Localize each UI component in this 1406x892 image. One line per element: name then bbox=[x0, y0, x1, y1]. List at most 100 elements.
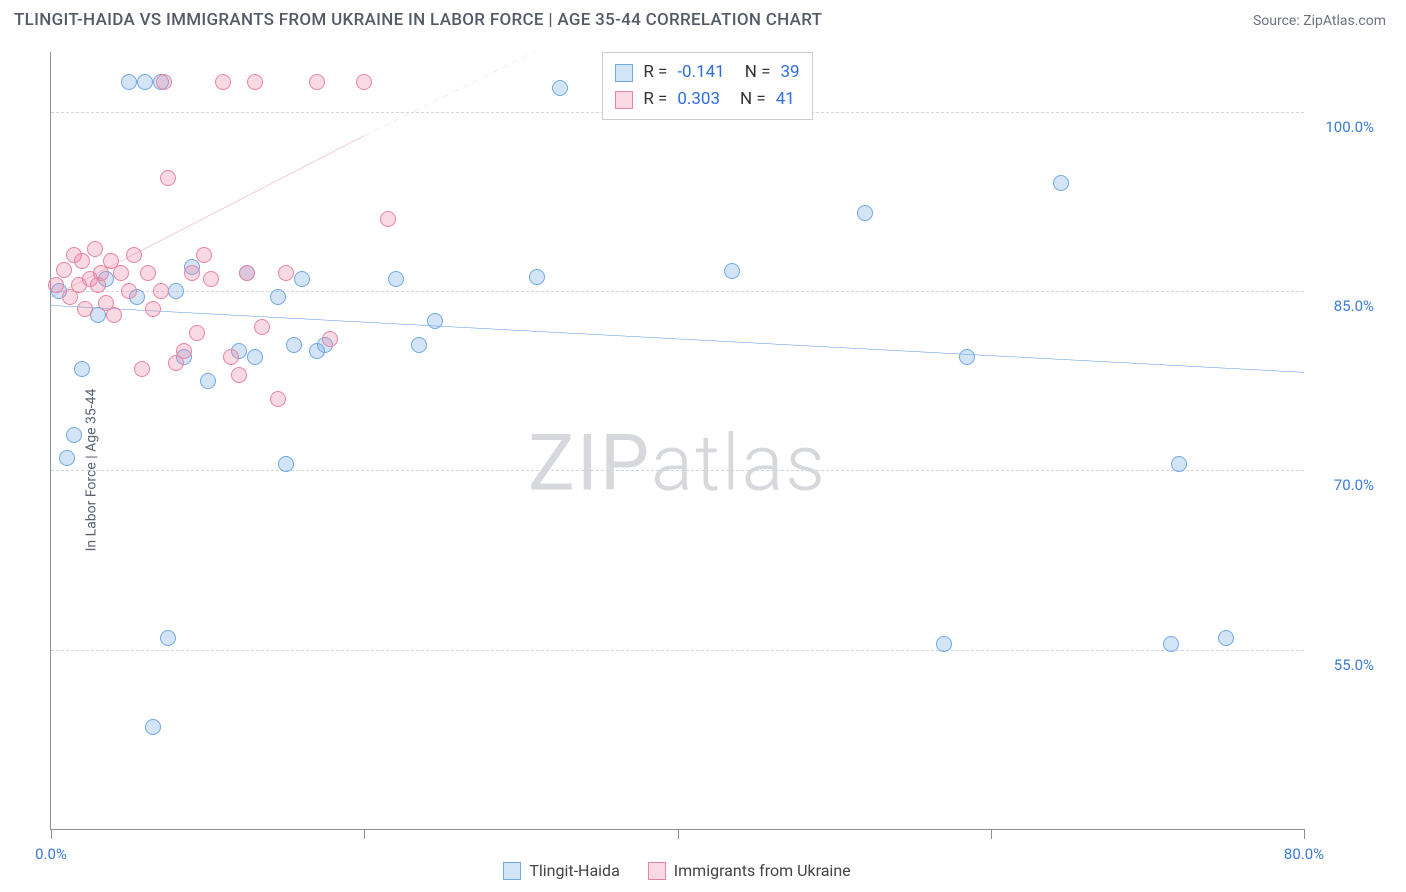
x-tick bbox=[991, 829, 992, 839]
x-tick bbox=[678, 829, 679, 839]
scatter-marker bbox=[87, 241, 103, 257]
trend-layer bbox=[51, 52, 1304, 829]
gridline-h bbox=[51, 470, 1304, 471]
stats-swatch bbox=[615, 91, 633, 109]
scatter-marker bbox=[959, 349, 975, 365]
scatter-marker bbox=[145, 719, 161, 735]
trend-line bbox=[51, 305, 1304, 372]
y-tick-label: 100.0% bbox=[1325, 118, 1374, 136]
trend-line bbox=[364, 52, 583, 136]
scatter-marker bbox=[936, 636, 952, 652]
scatter-marker bbox=[427, 313, 443, 329]
x-tick bbox=[51, 829, 52, 839]
scatter-marker bbox=[113, 265, 129, 281]
scatter-marker bbox=[286, 337, 302, 353]
stats-n-value: 41 bbox=[776, 86, 795, 113]
scatter-marker bbox=[215, 74, 231, 90]
scatter-marker bbox=[380, 211, 396, 227]
x-tick bbox=[364, 829, 365, 839]
scatter-marker bbox=[200, 373, 216, 389]
scatter-marker bbox=[196, 247, 212, 263]
chart-source: Source: ZipAtlas.com bbox=[1253, 13, 1386, 29]
scatter-marker bbox=[160, 630, 176, 646]
scatter-marker bbox=[48, 277, 64, 293]
scatter-marker bbox=[168, 283, 184, 299]
legend-item: Immigrants from Ukraine bbox=[648, 861, 851, 880]
scatter-marker bbox=[1053, 175, 1069, 191]
plot-area: ZIPatlas 55.0%70.0%85.0%100.0%0.0%80.0%R… bbox=[50, 52, 1304, 830]
scatter-marker bbox=[278, 265, 294, 281]
stats-n-label: N = bbox=[745, 59, 771, 86]
scatter-marker bbox=[724, 263, 740, 279]
x-tick bbox=[1304, 829, 1305, 839]
stats-n-label: N = bbox=[740, 86, 766, 113]
scatter-marker bbox=[137, 74, 153, 90]
scatter-marker bbox=[231, 367, 247, 383]
scatter-marker bbox=[1171, 456, 1187, 472]
scatter-marker bbox=[121, 74, 137, 90]
source-label: Source: bbox=[1253, 13, 1303, 29]
watermark: ZIPatlas bbox=[528, 418, 827, 509]
scatter-marker bbox=[388, 271, 404, 287]
scatter-marker bbox=[176, 343, 192, 359]
legend-swatch bbox=[503, 862, 521, 880]
stats-row: R =0.303N =41 bbox=[615, 86, 799, 113]
watermark-atlas: atlas bbox=[651, 418, 827, 509]
scatter-marker bbox=[552, 80, 568, 96]
scatter-marker bbox=[160, 170, 176, 186]
scatter-marker bbox=[294, 271, 310, 287]
scatter-marker bbox=[1218, 630, 1234, 646]
y-tick-label: 85.0% bbox=[1334, 297, 1374, 315]
scatter-marker bbox=[156, 74, 172, 90]
scatter-marker bbox=[309, 74, 325, 90]
source-value: ZipAtlas.com bbox=[1303, 13, 1386, 29]
chart-title: TLINGIT-HAIDA VS IMMIGRANTS FROM UKRAINE… bbox=[14, 10, 822, 30]
chart-container: In Labor Force | Age 35-44 ZIPatlas 55.0… bbox=[14, 48, 1392, 892]
scatter-marker bbox=[322, 331, 338, 347]
scatter-marker bbox=[140, 265, 156, 281]
chart-header: TLINGIT-HAIDA VS IMMIGRANTS FROM UKRAINE… bbox=[0, 0, 1406, 38]
scatter-marker bbox=[270, 391, 286, 407]
scatter-marker bbox=[270, 289, 286, 305]
scatter-marker bbox=[74, 253, 90, 269]
stats-swatch bbox=[615, 64, 633, 82]
scatter-marker bbox=[145, 301, 161, 317]
scatter-marker bbox=[254, 319, 270, 335]
scatter-marker bbox=[74, 361, 90, 377]
legend-item: Tlingit-Haida bbox=[503, 861, 619, 880]
stats-n-value: 39 bbox=[780, 59, 799, 86]
scatter-marker bbox=[134, 361, 150, 377]
y-tick-label: 70.0% bbox=[1334, 476, 1374, 494]
scatter-marker bbox=[106, 307, 122, 323]
stats-r-label: R = bbox=[643, 59, 667, 86]
scatter-marker bbox=[247, 74, 263, 90]
stats-r-value: -0.141 bbox=[677, 59, 724, 86]
y-tick-label: 55.0% bbox=[1334, 656, 1374, 674]
scatter-marker bbox=[529, 269, 545, 285]
scatter-marker bbox=[223, 349, 239, 365]
scatter-marker bbox=[56, 262, 72, 278]
legend-label: Tlingit-Haida bbox=[529, 861, 619, 880]
bottom-legend: Tlingit-Haida Immigrants from Ukraine bbox=[50, 861, 1304, 880]
scatter-marker bbox=[239, 265, 255, 281]
scatter-marker bbox=[66, 427, 82, 443]
scatter-marker bbox=[1163, 636, 1179, 652]
legend-swatch bbox=[648, 862, 666, 880]
stats-r-label: R = bbox=[643, 86, 667, 113]
stats-box: R =-0.141N =39R =0.303N =41 bbox=[602, 52, 812, 120]
scatter-marker bbox=[247, 349, 263, 365]
scatter-marker bbox=[356, 74, 372, 90]
scatter-marker bbox=[126, 247, 142, 263]
scatter-marker bbox=[184, 265, 200, 281]
scatter-marker bbox=[411, 337, 427, 353]
stats-row: R = -0.141 N = 39 bbox=[615, 59, 799, 86]
watermark-zip: ZIP bbox=[528, 418, 651, 509]
scatter-marker bbox=[857, 205, 873, 221]
scatter-marker bbox=[153, 283, 169, 299]
scatter-marker bbox=[189, 325, 205, 341]
gridline-h bbox=[51, 650, 1304, 651]
scatter-marker bbox=[203, 271, 219, 287]
legend-label: Immigrants from Ukraine bbox=[674, 861, 851, 880]
scatter-marker bbox=[59, 450, 75, 466]
gridline-h bbox=[51, 291, 1304, 292]
